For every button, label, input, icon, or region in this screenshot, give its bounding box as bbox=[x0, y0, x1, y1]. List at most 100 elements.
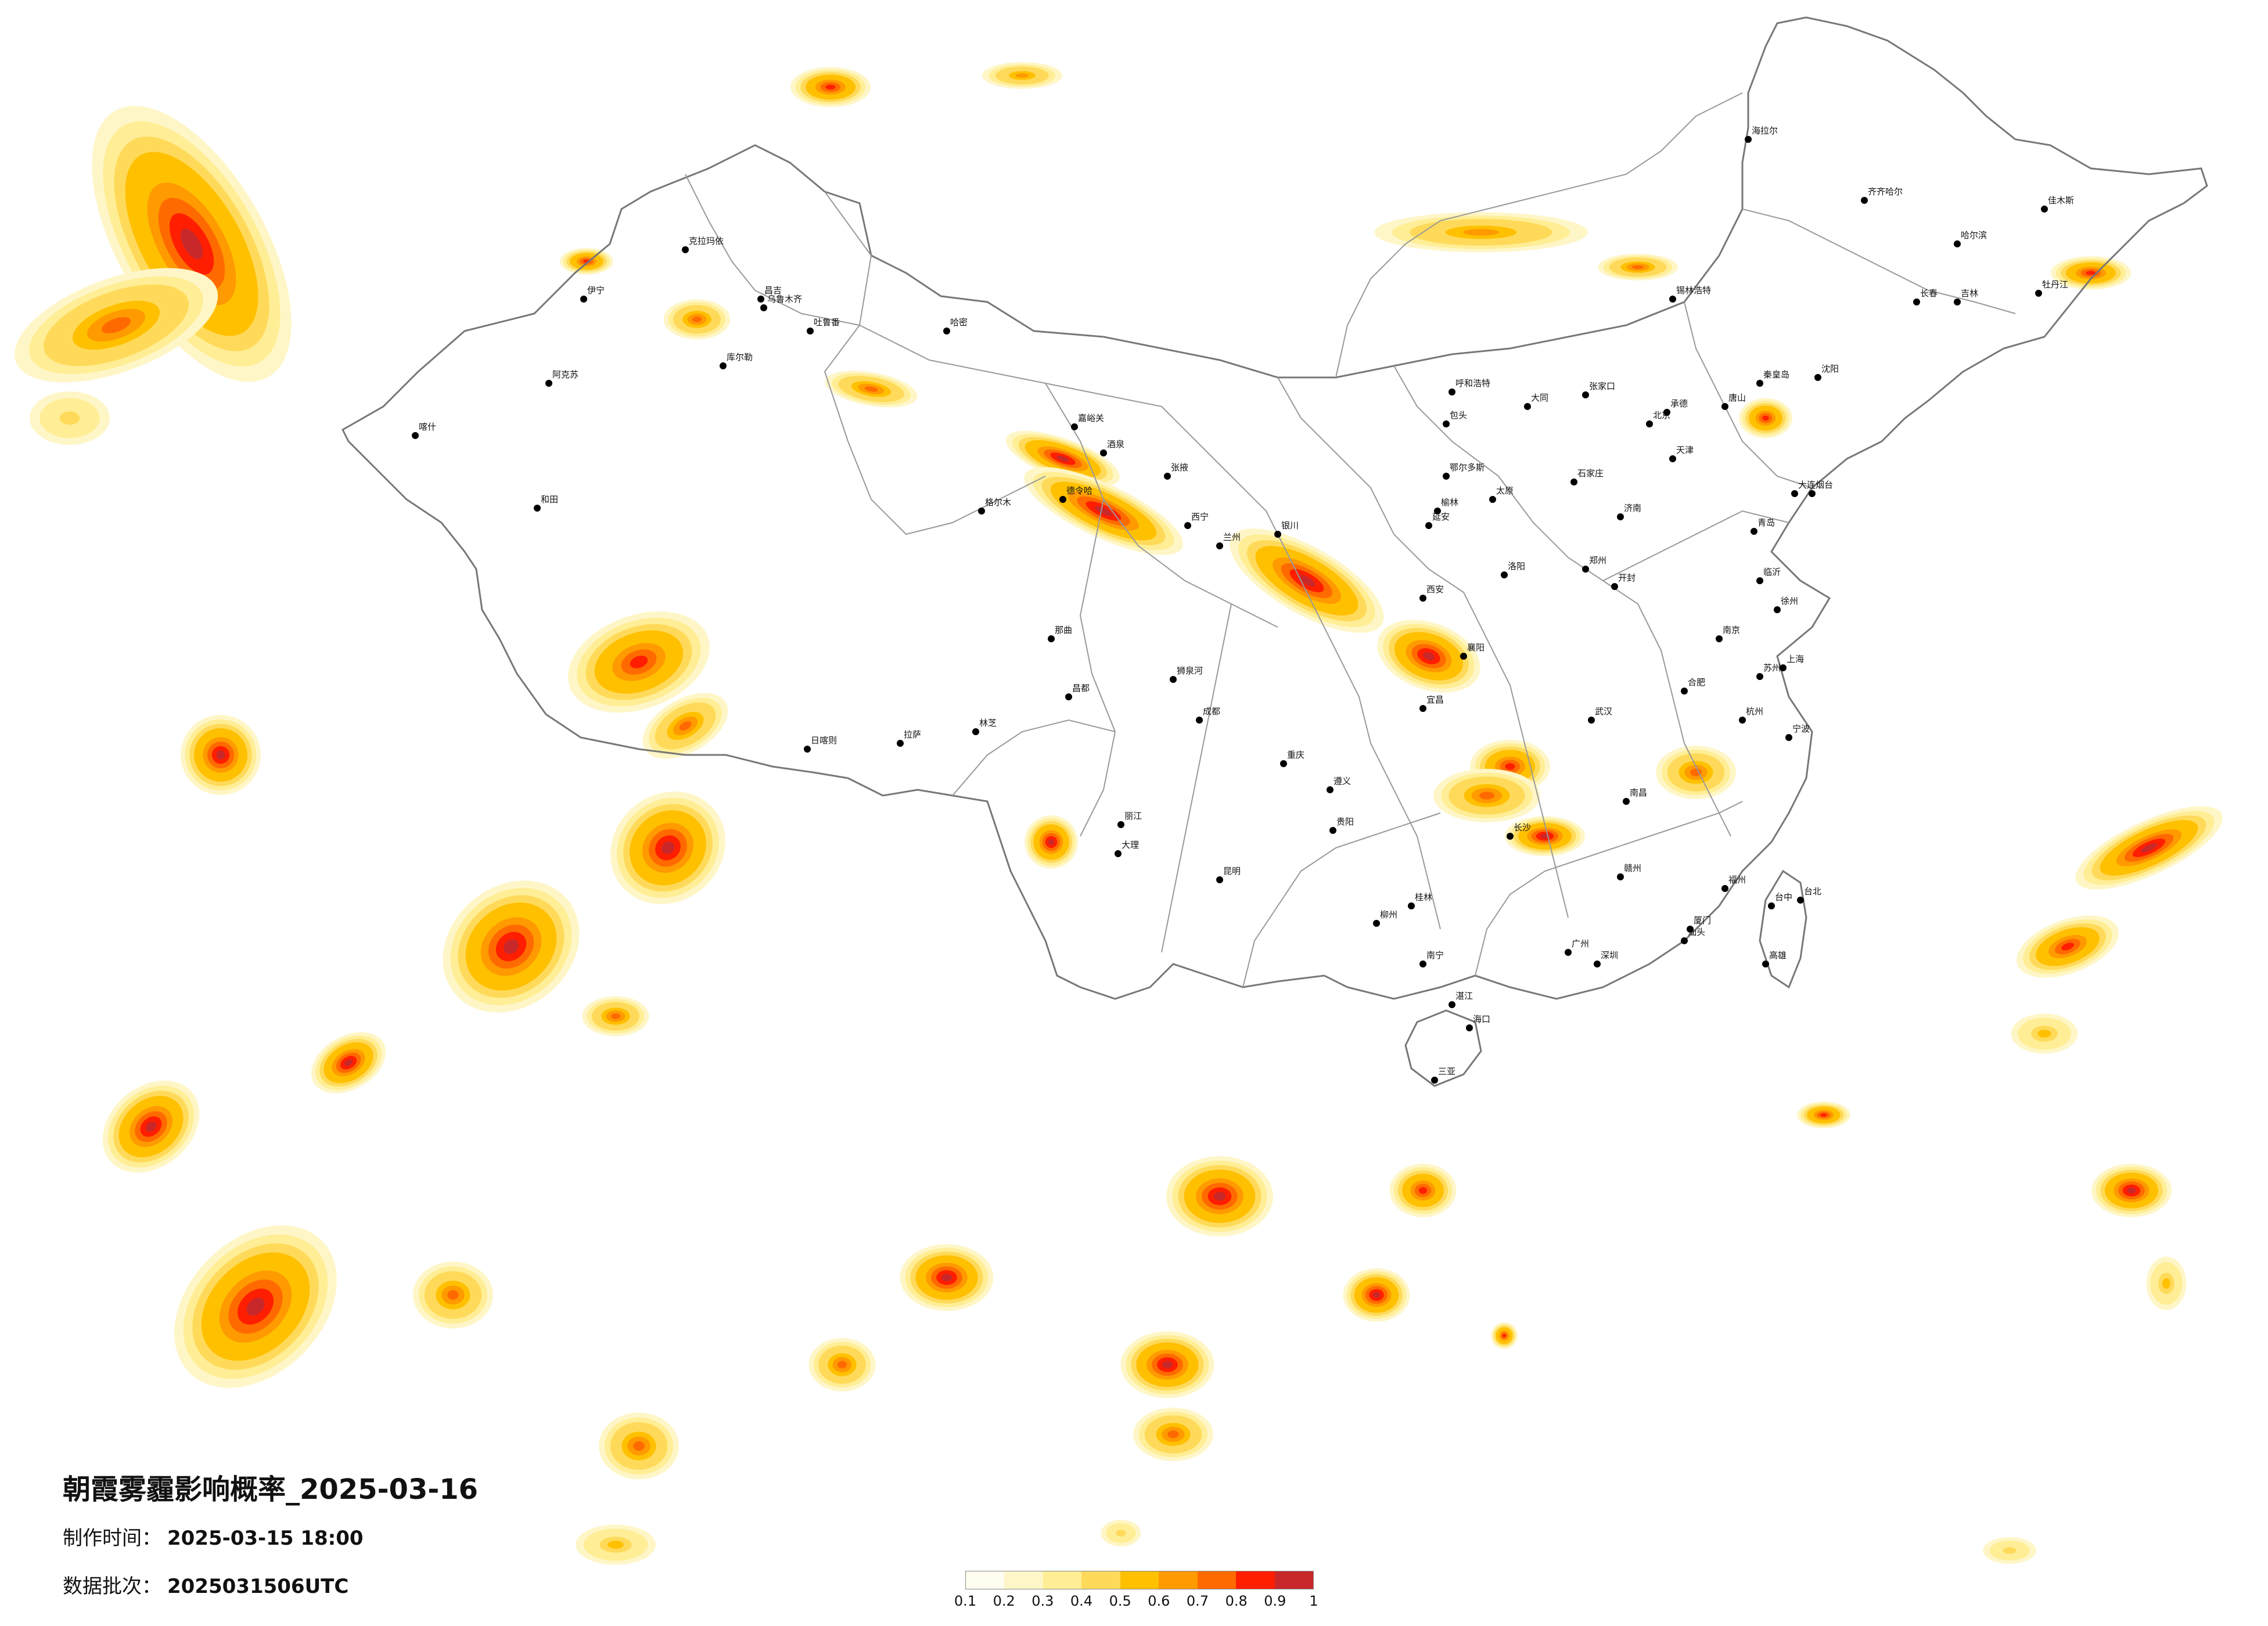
city-label: 台北 bbox=[1804, 886, 1821, 897]
city-label: 济南 bbox=[1624, 503, 1641, 513]
city-dot bbox=[1170, 676, 1177, 683]
city-dot bbox=[1216, 542, 1223, 549]
city-label: 大理 bbox=[1122, 840, 1139, 850]
probability-patch bbox=[679, 721, 692, 731]
city-dot bbox=[1065, 693, 1072, 700]
city-label: 烟台 bbox=[1816, 480, 1833, 490]
taiwan-outline bbox=[1759, 869, 1807, 989]
city-label: 延安 bbox=[1432, 512, 1450, 522]
legend-tick: 0.3 bbox=[1031, 1593, 1054, 1609]
legend-swatch-4 bbox=[1081, 1571, 1120, 1589]
city-dot bbox=[682, 246, 689, 253]
probability-patch bbox=[662, 841, 674, 854]
city-dot bbox=[1460, 653, 1467, 660]
city-label: 张掖 bbox=[1171, 462, 1188, 473]
city-label: 开封 bbox=[1618, 573, 1636, 583]
city-dot bbox=[1669, 296, 1676, 303]
city-dot bbox=[1954, 298, 1961, 305]
city-label: 呼和浩特 bbox=[1455, 378, 1490, 388]
city-dot bbox=[1809, 490, 1816, 497]
city-dot bbox=[1774, 606, 1781, 613]
probability-patch bbox=[941, 1274, 952, 1282]
city-label: 襄阳 bbox=[1467, 642, 1485, 653]
city-label: 海拉尔 bbox=[1752, 125, 1778, 136]
city-dot bbox=[804, 746, 811, 753]
city-dot bbox=[1115, 850, 1122, 857]
city-dot bbox=[972, 728, 979, 735]
city-dot bbox=[807, 328, 814, 334]
legend-swatch-9 bbox=[1274, 1571, 1313, 1589]
legend-tick: 0.7 bbox=[1186, 1593, 1209, 1609]
city-label: 青岛 bbox=[1757, 517, 1775, 528]
legend-tick: 0.6 bbox=[1148, 1593, 1170, 1609]
probability-patch bbox=[1056, 455, 1069, 462]
city-dot bbox=[1611, 583, 1618, 590]
city-dot bbox=[1756, 577, 1763, 584]
city-dot bbox=[1466, 1024, 1473, 1031]
city-label: 那曲 bbox=[1055, 625, 1072, 635]
legend-tick: 0.8 bbox=[1225, 1593, 1248, 1609]
city-label: 宁波 bbox=[1792, 724, 1810, 734]
legend-tick: 0.5 bbox=[1109, 1593, 1131, 1609]
city-label: 哈密 bbox=[950, 317, 968, 328]
city-dot bbox=[1669, 455, 1676, 462]
city-label: 柳州 bbox=[1380, 909, 1397, 920]
color-legend: 0.1 0.2 0.3 0.4 0.5 0.6 0.7 0.8 0.9 1 bbox=[954, 1571, 1318, 1617]
city-dot bbox=[1646, 420, 1653, 427]
probability-patch bbox=[145, 1121, 157, 1132]
city-label: 昌都 bbox=[1072, 683, 1090, 693]
city-label: 苏州 bbox=[1763, 663, 1781, 673]
probability-patch bbox=[2140, 843, 2158, 852]
probability-patch bbox=[1094, 506, 1113, 516]
city-label: 广州 bbox=[1572, 938, 1589, 949]
probability-patch bbox=[1167, 1430, 1179, 1438]
probability-patch bbox=[1503, 1334, 1506, 1337]
city-label: 佳木斯 bbox=[2048, 195, 2074, 206]
probability-patch bbox=[608, 1541, 624, 1549]
probability-patch bbox=[503, 939, 519, 954]
city-label: 银川 bbox=[1281, 520, 1299, 531]
city-label: 临沂 bbox=[1763, 567, 1781, 577]
probability-patch bbox=[633, 1441, 645, 1451]
city-dot bbox=[1623, 798, 1630, 805]
city-dot bbox=[1274, 531, 1281, 538]
legend-tick: 1 bbox=[1309, 1593, 1318, 1609]
city-dot bbox=[1756, 673, 1763, 680]
city-label: 长春 bbox=[1920, 288, 1938, 298]
city-dot bbox=[1768, 902, 1775, 909]
city-dot bbox=[1059, 496, 1066, 503]
probability-patch bbox=[2037, 1030, 2051, 1038]
legend-swatches bbox=[965, 1571, 1314, 1589]
city-label: 合肥 bbox=[1688, 677, 1705, 688]
probability-patch bbox=[447, 1290, 459, 1300]
city-label: 拉萨 bbox=[904, 729, 921, 740]
city-label: 南宁 bbox=[1426, 950, 1444, 961]
city-dot bbox=[1594, 961, 1601, 967]
city-dot bbox=[757, 296, 764, 303]
city-label: 喀什 bbox=[419, 422, 436, 432]
city-label: 承德 bbox=[1670, 398, 1688, 409]
city-dot bbox=[1419, 705, 1426, 712]
city-label: 大同 bbox=[1531, 393, 1548, 403]
legend-swatch-7 bbox=[1197, 1571, 1237, 1589]
city-label: 郑州 bbox=[1589, 555, 1606, 566]
production-time: 制作时间： 2025-03-15 18:00 bbox=[63, 1522, 478, 1551]
city-dot bbox=[1419, 961, 1426, 967]
city-dot bbox=[1501, 571, 1508, 578]
probability-patch bbox=[1479, 792, 1495, 800]
city-label: 和田 bbox=[541, 494, 558, 505]
legend-labels: 0.1 0.2 0.3 0.4 0.5 0.6 0.7 0.8 0.9 1 bbox=[954, 1589, 1318, 1613]
city-dot bbox=[1419, 595, 1426, 602]
city-label: 日喀则 bbox=[811, 735, 837, 746]
legend-swatch-6 bbox=[1159, 1571, 1198, 1589]
city-label: 武汉 bbox=[1595, 706, 1612, 717]
city-label: 大连 bbox=[1798, 480, 1816, 490]
probability-patch bbox=[2162, 1278, 2170, 1289]
city-dot bbox=[1681, 688, 1688, 695]
city-dot bbox=[1663, 409, 1670, 416]
city-label: 兰州 bbox=[1223, 532, 1241, 542]
city-dot bbox=[1954, 240, 1961, 247]
probability-patch bbox=[1820, 1113, 1827, 1117]
city-dot bbox=[1913, 298, 1920, 305]
